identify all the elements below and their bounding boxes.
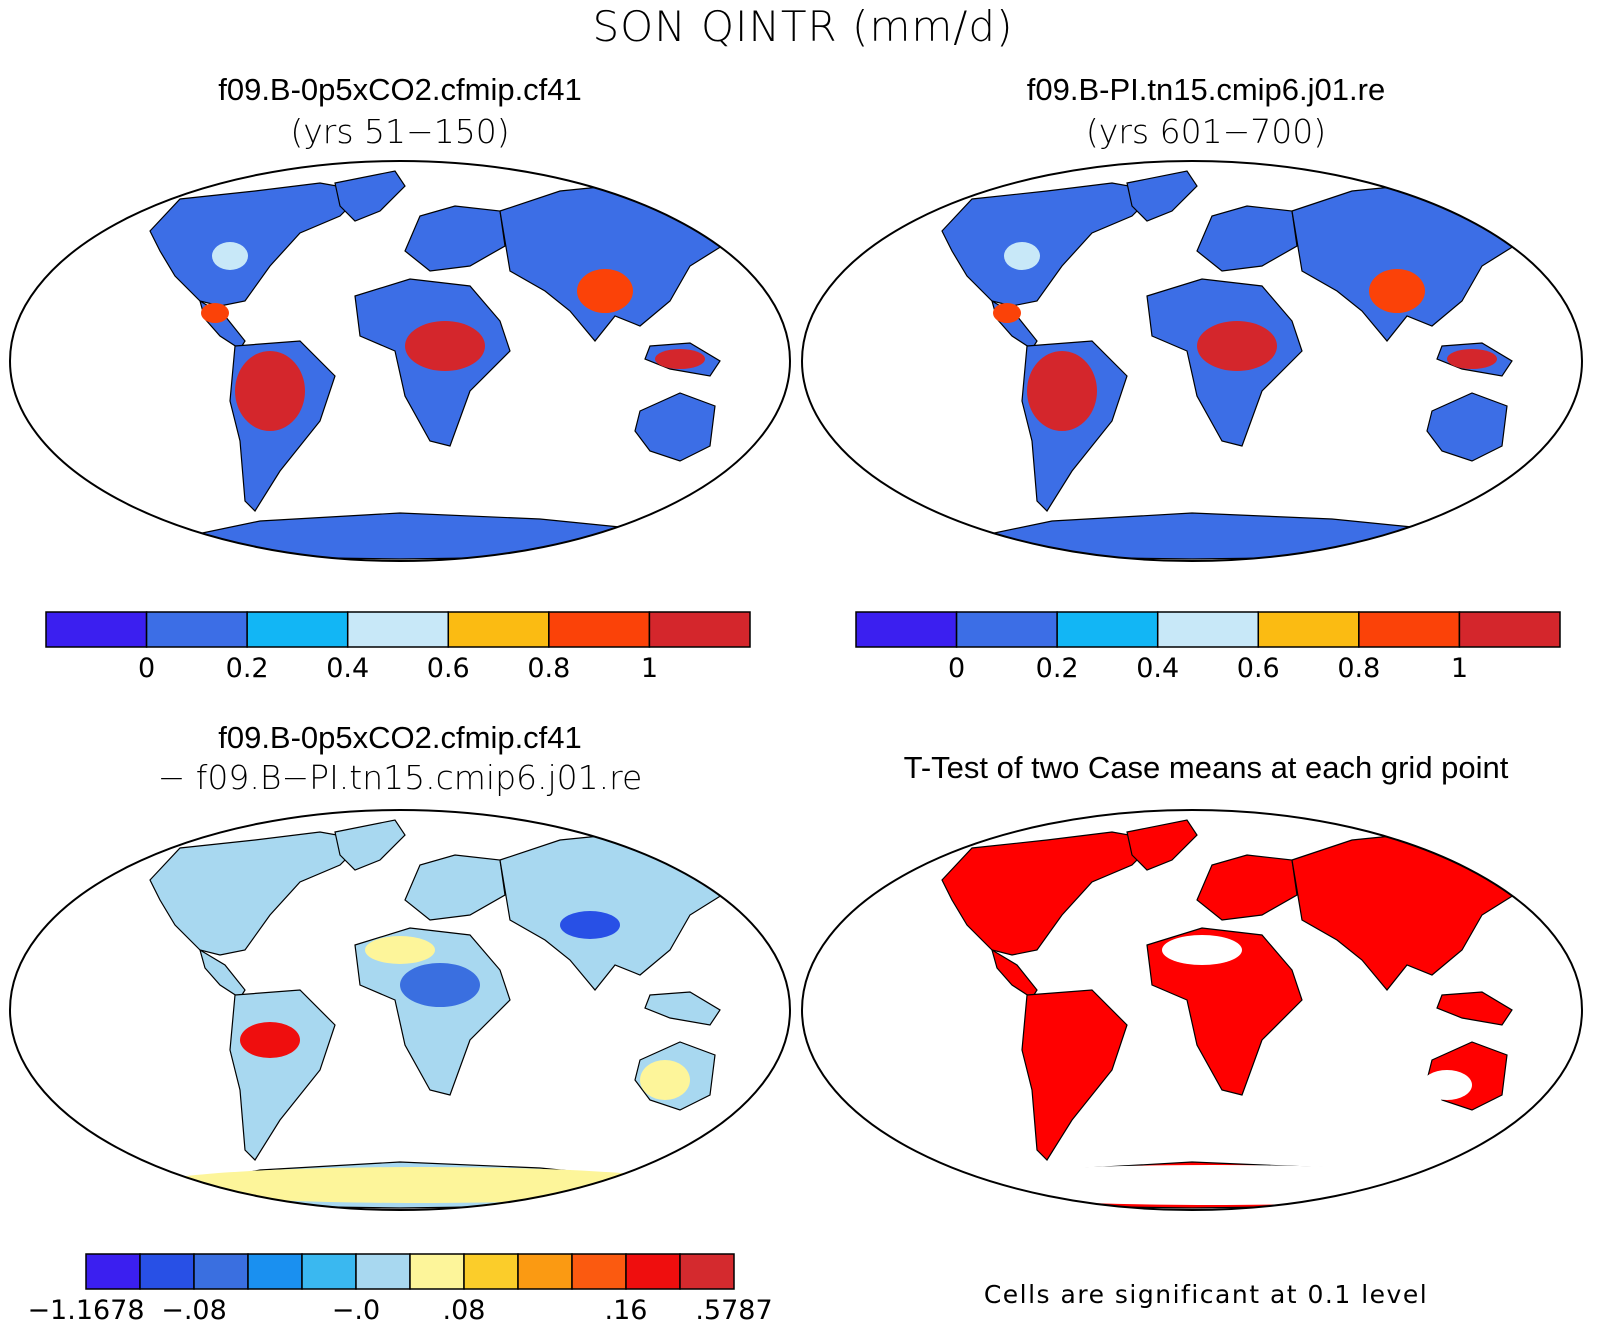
colorbar-swatch	[409, 1253, 465, 1290]
colorbar-label: .08	[443, 1295, 486, 1326]
colorbar-swatch	[955, 611, 1058, 648]
colorbar-swatch	[45, 611, 148, 648]
field-patch	[1162, 935, 1242, 965]
colorbar-label: 0.6	[427, 653, 470, 684]
field-patch	[400, 963, 480, 1007]
colorbar-swatch	[571, 1253, 627, 1290]
field-patch	[1369, 269, 1425, 313]
colorbar-label: −.0	[332, 1295, 380, 1326]
panel-2-title: f09.B-PI.tn15.cmip6.j01.re	[1026, 72, 1386, 107]
field-patch	[1004, 242, 1040, 270]
colorbar-case-1: 0 0.2 0.4 0.6 0.8 1	[45, 611, 751, 684]
map-difference	[9, 809, 791, 1211]
colorbar-swatch	[1257, 611, 1360, 648]
colorbar-label: 0.8	[527, 653, 570, 684]
colorbar-swatch	[85, 1253, 141, 1290]
colorbar-swatch	[447, 611, 550, 648]
colorbar-swatch	[139, 1253, 195, 1290]
colorbar-swatch	[145, 611, 248, 648]
panel-3-subtitle: − f09.B−PI.tn15.cmip6.j01.re	[157, 758, 643, 797]
panel-1-subtitle: (yrs 51−150)	[290, 112, 510, 151]
colorbar-label: .5787	[695, 1295, 772, 1326]
colorbar-swatch	[679, 1253, 735, 1290]
colorbar-label: 0.4	[1136, 653, 1179, 684]
map-boundary	[801, 809, 1583, 1211]
colorbar-swatch	[648, 611, 751, 648]
field-patch	[993, 303, 1021, 323]
field-patch	[201, 303, 229, 323]
panel-4-title: T-Test of two Case means at each grid po…	[903, 750, 1509, 785]
colorbar-label: 0.2	[226, 653, 269, 684]
colorbar-difference: −1.1678 −.08 −.0 .08 .16 .5787	[27, 1253, 773, 1326]
land-fill	[931, 819, 1533, 1209]
colorbar-label: 0.6	[1237, 653, 1280, 684]
panel-3-title: f09.B-0p5xCO2.cfmip.cf41	[218, 720, 582, 755]
map-boundary	[9, 809, 791, 1211]
field-patch	[1422, 1070, 1472, 1100]
colorbar-swatch	[246, 611, 349, 648]
colorbar-swatch	[247, 1253, 303, 1290]
field-patch	[150, 1167, 690, 1203]
colorbar-swatch	[301, 1253, 357, 1290]
colorbar-swatch	[355, 1253, 411, 1290]
field-patch	[365, 936, 435, 964]
field-patch	[577, 269, 633, 313]
field-patch	[1197, 321, 1277, 371]
colorbar-swatch	[463, 1253, 519, 1290]
map-case-1	[9, 160, 791, 562]
colorbar-label: 1	[641, 653, 658, 684]
field-patch	[1447, 349, 1497, 369]
colorbar-case-2: 0 0.2 0.4 0.6 0.8 1	[855, 611, 1561, 684]
colorbar-label: −1.1678	[27, 1295, 144, 1326]
figure-title: SON QINTR (mm/d)	[592, 2, 1014, 51]
significance-note: Cells are significant at 0.1 level	[983, 1280, 1429, 1309]
colorbar-swatch	[1156, 611, 1260, 648]
map-case-2	[801, 160, 1583, 562]
colorbar-swatch	[1056, 611, 1159, 648]
land-fill	[139, 819, 741, 1209]
field-patch	[655, 349, 705, 369]
colorbar-swatch	[548, 611, 651, 648]
panel-2-subtitle: (yrs 601−700)	[1085, 112, 1327, 151]
field-patch	[560, 911, 620, 939]
colorbar-swatch	[1358, 611, 1461, 648]
map-ttest	[801, 809, 1583, 1211]
colorbar-swatch	[1458, 611, 1561, 648]
field-patch	[405, 321, 485, 371]
field-patch	[212, 242, 248, 270]
colorbar-swatch	[625, 1253, 681, 1290]
colorbar-swatch	[855, 611, 958, 648]
colorbar-label: 0.8	[1337, 653, 1380, 684]
field-patch	[932, 1165, 1492, 1205]
colorbar-label: −.08	[161, 1295, 227, 1326]
colorbar-swatch	[346, 611, 450, 648]
colorbar-swatch	[193, 1253, 249, 1290]
colorbar-label: 0	[948, 653, 965, 684]
field-patch	[640, 1060, 690, 1100]
field-patch	[240, 1022, 300, 1058]
colorbar-label: 0	[138, 653, 155, 684]
colorbar-label: 0.4	[326, 653, 369, 684]
colorbar-swatch	[517, 1253, 573, 1290]
colorbar-label: 0.2	[1036, 653, 1079, 684]
map-boundary	[801, 160, 1583, 562]
field-patch	[235, 351, 305, 431]
field-patch	[1027, 351, 1097, 431]
colorbar-label: 1	[1451, 653, 1468, 684]
map-boundary	[9, 160, 791, 562]
panel-1-title: f09.B-0p5xCO2.cfmip.cf41	[218, 72, 582, 107]
colorbar-label: .16	[605, 1295, 648, 1326]
